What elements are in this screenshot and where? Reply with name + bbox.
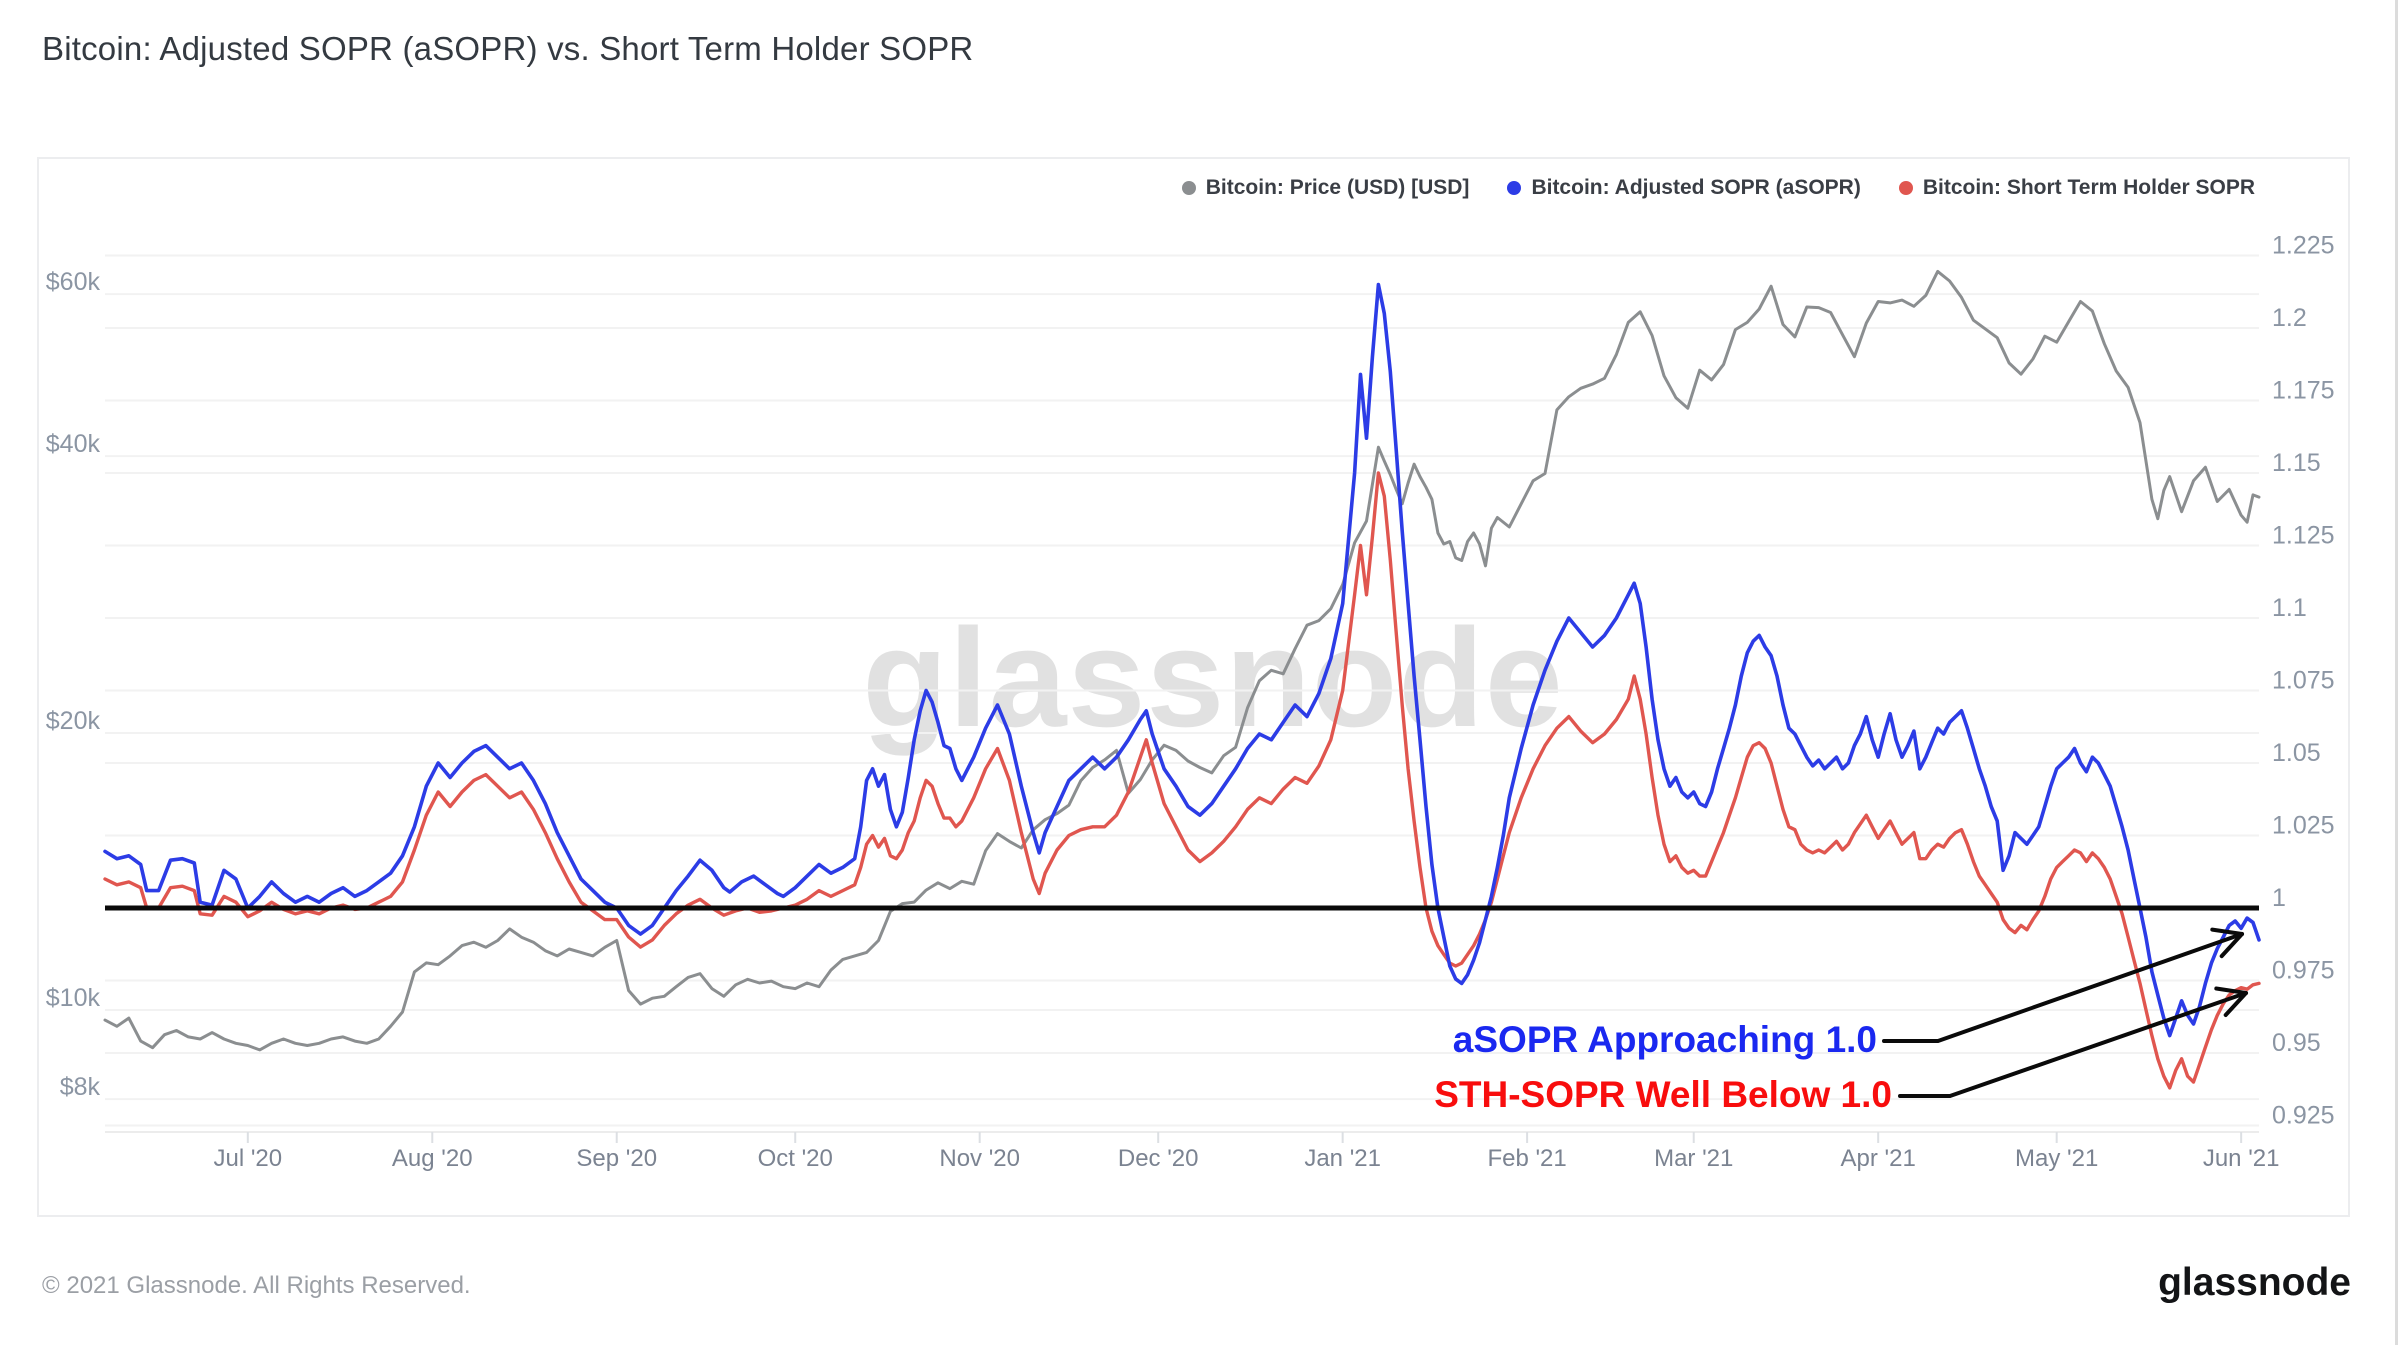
x-axis-label: Oct '20	[758, 1145, 833, 1172]
sth-annotation-arrow-head	[2214, 986, 2248, 995]
y-axis-right-label: 1.1	[2272, 594, 2307, 622]
asopr-annotation-arrow-head	[2219, 932, 2244, 959]
x-axis-label: Apr '21	[1841, 1145, 1916, 1172]
legend-item-asopr[interactable]: Bitcoin: Adjusted SOPR (aSOPR)	[1507, 176, 1861, 200]
y-axis-right-label: 1.175	[2272, 377, 2335, 405]
legend-item-sth-sopr[interactable]: Bitcoin: Short Term Holder SOPR	[1898, 176, 2255, 200]
window-edge-line	[2395, 0, 2398, 1345]
series-sth-sopr-line	[103, 471, 2261, 1090]
y-axis-right-label: 1.125	[2272, 522, 2335, 550]
sth-annotation-arrow-head	[2223, 991, 2248, 1017]
annotation-sth-below: STH-SOPR Well Below 1.0	[1434, 1074, 1892, 1115]
y-axis-left-label: $40k	[46, 430, 101, 458]
asopr-annotation-arrow-head	[2210, 927, 2244, 936]
y-axis-left-label: $60k	[46, 268, 101, 296]
chart-legend: Bitcoin: Price (USD) [USD] Bitcoin: Adju…	[1181, 168, 2255, 208]
x-axis-label: Jul '20	[213, 1145, 282, 1172]
sth-sopr-series-dot-icon	[1898, 181, 1913, 195]
price-series-dot-icon	[1181, 181, 1196, 195]
y-axis-right-label: 0.95	[2272, 1029, 2321, 1057]
legend-label-price: Bitcoin: Price (USD) [USD]	[1205, 176, 1470, 199]
footer-copyright: © 2021 Glassnode. All Rights Reserved.	[42, 1272, 471, 1299]
y-axis-right-label: 1.05	[2272, 739, 2321, 767]
chart-card	[37, 157, 2350, 1217]
y-axis-left-label: $20k	[46, 707, 101, 735]
y-axis-left-label: $10k	[46, 984, 101, 1012]
y-axis-left-label: $8k	[60, 1073, 101, 1101]
y-axis-right-label: 1.225	[2272, 232, 2335, 260]
y-axis-right-label: 0.925	[2272, 1102, 2335, 1130]
legend-item-price[interactable]: Bitcoin: Price (USD) [USD]	[1181, 176, 1470, 200]
asopr-series-dot-icon	[1507, 181, 1522, 195]
asopr-annotation-arrow	[1882, 932, 2244, 1043]
x-axis-label: Dec '20	[1118, 1145, 1199, 1172]
x-axis-label: May '21	[2015, 1145, 2098, 1172]
y-axis-right-label: 1.025	[2272, 812, 2335, 840]
legend-label-sth-sopr: Bitcoin: Short Term Holder SOPR	[1922, 176, 2255, 199]
x-axis-label: Mar '21	[1654, 1145, 1733, 1172]
series-asopr-line	[103, 282, 2261, 1038]
x-axis-label: Jan '21	[1304, 1145, 1381, 1172]
y-axis-right-label: 1.2	[2272, 304, 2307, 332]
legend-label-asopr: Bitcoin: Adjusted SOPR (aSOPR)	[1531, 176, 1861, 199]
glassnode-logo: glassnode	[2158, 1261, 2351, 1304]
series-price-line	[103, 269, 2261, 1052]
x-axis-label: Nov '20	[939, 1145, 1020, 1172]
x-axis-label: Sep '20	[576, 1145, 657, 1172]
x-axis-label: Feb '21	[1487, 1145, 1566, 1172]
page-title: Bitcoin: Adjusted SOPR (aSOPR) vs. Short…	[42, 30, 974, 67]
y-axis-right-label: 1	[2272, 884, 2286, 912]
x-axis-label: Aug '20	[392, 1145, 473, 1172]
sth-annotation-arrow	[1898, 991, 2248, 1098]
y-axis-right-label: 1.075	[2272, 667, 2335, 695]
y-axis-right-label: 1.15	[2272, 449, 2321, 477]
x-axis-label: Jun '21	[2203, 1145, 2280, 1172]
annotation-asopr-approaching: aSOPR Approaching 1.0	[1452, 1019, 1877, 1060]
y-axis-right-label: 0.975	[2272, 957, 2335, 985]
